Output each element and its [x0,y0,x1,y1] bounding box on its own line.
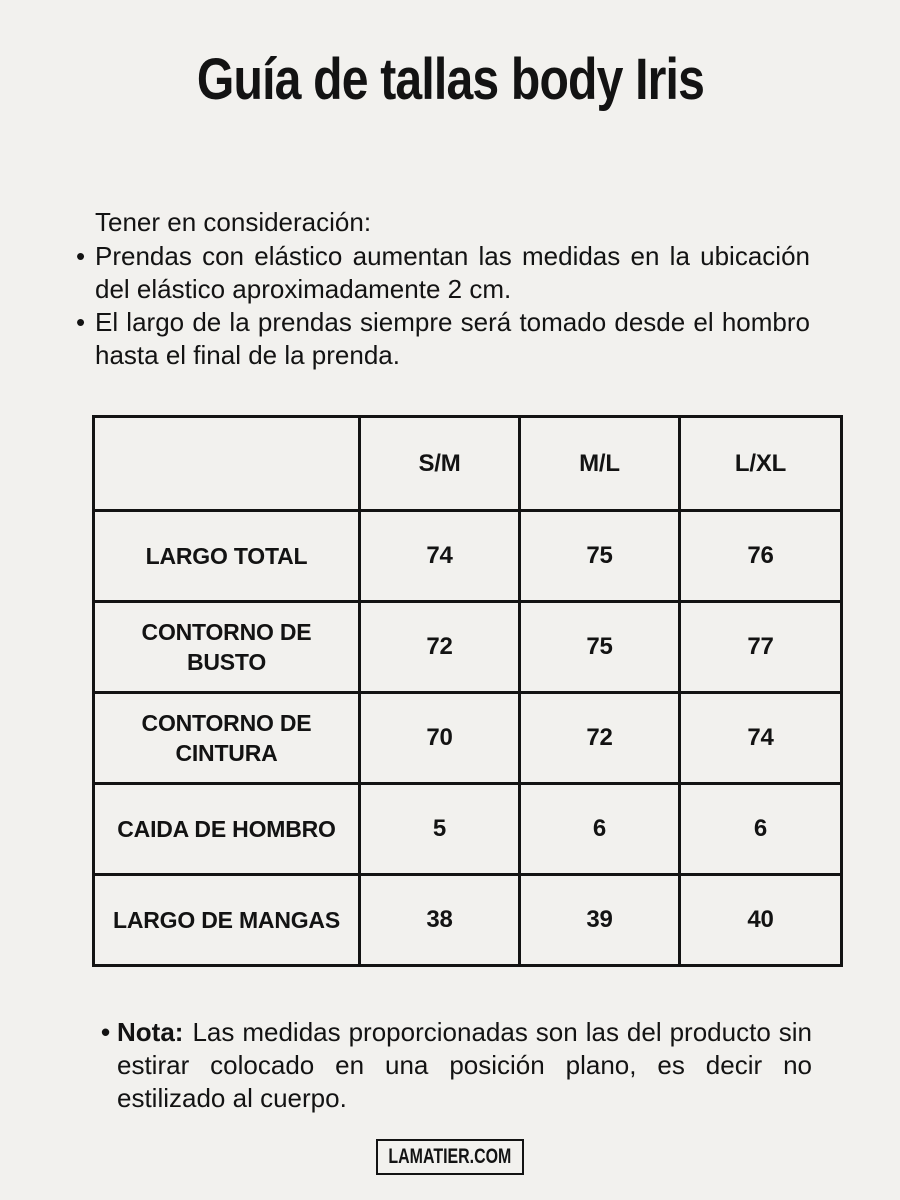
cell-value: 72 [518,691,681,785]
cell-value: 77 [678,600,843,694]
table-row-largo-mangas: LARGO DE MANGAS 38 39 40 [92,873,843,967]
considerations-list: Prendas con elástico aumentan las medida… [76,240,810,372]
column-header-ml: M/L [518,415,681,512]
cell-value: 38 [358,873,521,967]
cell-value: 40 [678,873,843,967]
cell-value: 70 [358,691,521,785]
cell-value: 75 [518,600,681,694]
table-corner-cell [92,415,361,512]
page-title-wrap: Guía de tallas body Iris [0,48,900,112]
table-row-contorno-cintura: CONTORNO DE CINTURA 70 72 74 [92,691,843,785]
cell-value: 76 [678,509,843,603]
table-header-row: S/M M/L L/XL [92,415,843,512]
row-label: LARGO DE MANGAS [92,873,361,967]
cell-value: 74 [678,691,843,785]
table-row-largo-total: LARGO TOTAL 74 75 76 [92,509,843,603]
column-header-lxl: L/XL [678,415,843,512]
brand-badge: LAMATIER.COM [376,1139,524,1175]
considerations-heading: Tener en consideración: [95,207,372,237]
cell-value: 39 [518,873,681,967]
cell-value: 5 [358,782,521,876]
note-text: Las medidas proporcionadas son las del p… [117,1017,812,1113]
cell-value: 75 [518,509,681,603]
note-paragraph: Nota:Las medidas proporcionadas son las … [101,1016,812,1115]
row-label: LARGO TOTAL [92,509,361,603]
brand-text: LAMATIER.COM [388,1145,512,1168]
consideration-bullet: El largo de la prendas siempre será toma… [76,306,810,372]
page-title: Guía de tallas body Iris [196,47,704,112]
considerations-section: Tener en consideración: Prendas con elás… [76,206,810,372]
column-header-sm: S/M [358,415,521,512]
row-label: CONTORNO DE BUSTO [92,600,361,694]
table-row-contorno-busto: CONTORNO DE BUSTO 72 75 77 [92,600,843,694]
row-label: CAIDA DE HOMBRO [92,782,361,876]
row-label: CONTORNO DE CINTURA [92,691,361,785]
table-row-caida-hombro: CAIDA DE HOMBRO 5 6 6 [92,782,843,876]
cell-value: 6 [678,782,843,876]
cell-value: 6 [518,782,681,876]
size-chart-table: S/M M/L L/XL LARGO TOTAL 74 75 76 CONTOR… [92,415,843,967]
cell-value: 72 [358,600,521,694]
consideration-bullet: Prendas con elástico aumentan las medida… [76,240,810,306]
note-label: Nota: [117,1017,184,1047]
cell-value: 74 [358,509,521,603]
